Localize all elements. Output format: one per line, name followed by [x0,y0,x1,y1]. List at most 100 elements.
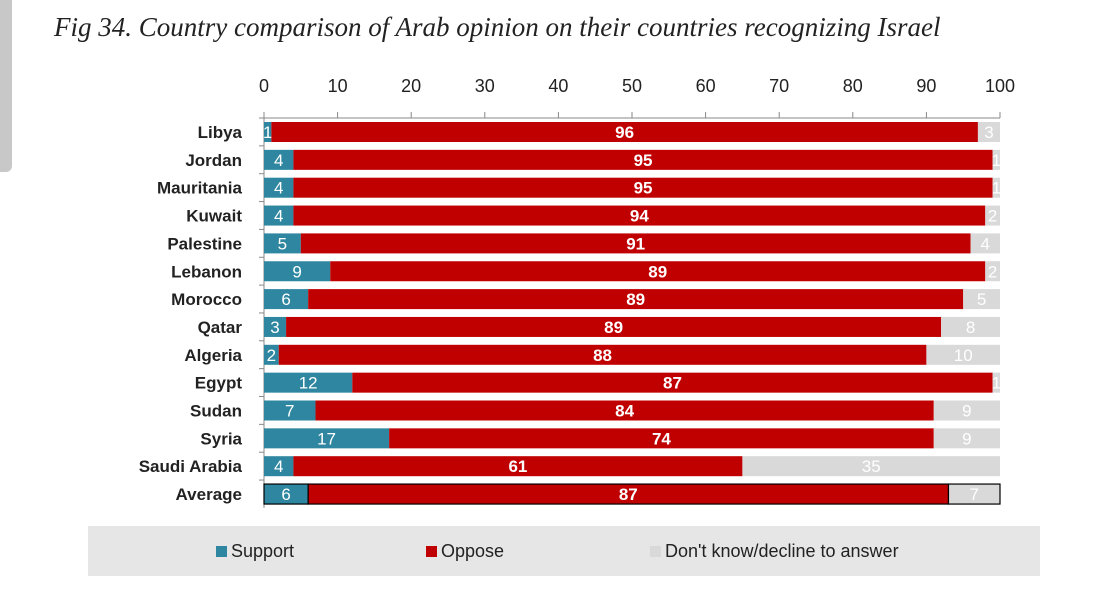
bar-don [985,205,1000,226]
data-label: 87 [663,374,682,393]
data-label: 5 [977,290,986,309]
data-label: 2 [267,346,276,365]
data-label: 2 [988,207,997,226]
data-label: 95 [634,179,653,198]
bar-oppose [300,233,971,254]
data-label: 84 [615,402,634,421]
category-label: Palestine [167,234,242,253]
bar-support [264,289,309,310]
scrollbar[interactable] [0,0,12,172]
category-label: Syria [200,429,242,448]
category-label: Jordan [185,151,242,170]
legend-swatch [650,546,661,557]
x-tick-label: 10 [328,76,348,96]
x-tick-label: 90 [916,76,936,96]
category-label: Average [176,485,242,504]
data-label: 88 [593,346,612,365]
x-tick-label: 70 [769,76,789,96]
data-label: 3 [270,318,279,337]
category-label: Lebanon [171,262,242,281]
bar-oppose [271,122,978,142]
bar-oppose [293,177,993,198]
bar-oppose [293,456,743,477]
bar-support [264,122,272,142]
legend: Support Oppose Don't know/decline to answe… [88,526,1040,576]
data-label: 94 [630,207,649,226]
category-label: Qatar [198,318,243,337]
category-label: Mauritania [157,179,243,198]
data-label: 95 [634,151,653,170]
data-label: 61 [508,457,527,476]
bar-oppose [293,149,993,170]
bar-support [264,400,316,421]
bar-support [264,456,294,477]
data-label: 35 [862,457,881,476]
bar-don [742,456,1000,477]
data-label: 91 [626,234,645,253]
bar-oppose [352,372,993,393]
bar-oppose [308,289,964,310]
data-label: 4 [274,457,283,476]
data-label: 8 [966,318,975,337]
data-label: 12 [299,374,318,393]
category-label: Algeria [184,346,242,365]
bar-don [933,428,1000,449]
x-tick-label: 0 [259,76,269,96]
data-label: 7 [285,402,294,421]
data-label: 96 [615,123,634,142]
data-label: 9 [962,429,971,448]
bar-oppose [315,400,934,421]
bar-don [992,149,1000,170]
legend-swatch [426,546,437,557]
category-label: Saudi Arabia [139,457,243,476]
data-label: 17 [317,429,336,448]
category-label: Morocco [171,290,242,309]
legend-item: Support [216,541,294,562]
x-tick-label: 50 [622,76,642,96]
bar-don [926,344,1000,365]
data-label: 89 [604,318,623,337]
legend-item: Oppose [426,541,504,562]
bar-oppose [286,316,942,337]
bar-support [264,177,294,198]
data-label: 4 [981,234,990,253]
bar-don [992,177,1000,198]
bar-don [992,372,1000,393]
x-tick-label: 20 [401,76,421,96]
bar-oppose [330,261,986,282]
category-label: Libya [198,123,243,142]
bar-support [264,316,287,337]
legend-item: Don't know/decline to answer [650,541,899,562]
data-label: 1 [992,151,1001,170]
data-label: 10 [954,346,973,365]
data-label: 6 [281,485,290,504]
bar-don [977,122,1000,142]
data-label: 9 [292,262,301,281]
data-label: 4 [274,207,283,226]
data-label: 1 [992,374,1001,393]
data-label: 87 [619,485,638,504]
data-label: 5 [278,234,287,253]
bar-don [963,289,1000,310]
bar-support [264,344,279,365]
legend-label: Don't know/decline to answer [665,541,899,561]
bar-oppose [389,428,934,449]
bar-don [947,483,1001,505]
bar-support [264,428,390,449]
data-label: 89 [648,262,667,281]
x-tick-label: 40 [548,76,568,96]
x-tick-label: 60 [696,76,716,96]
x-tick-label: 30 [475,76,495,96]
bar-don [933,400,1000,421]
bar-support [264,372,353,393]
legend-label: Support [231,541,295,561]
data-label: 74 [652,429,671,448]
x-tick-label: 80 [843,76,863,96]
x-tick-label: 100 [985,76,1015,96]
bar-support [264,261,331,282]
data-label: 7 [970,485,979,504]
bar-don [970,233,1000,254]
data-label: 4 [274,151,283,170]
data-label: 9 [962,402,971,421]
